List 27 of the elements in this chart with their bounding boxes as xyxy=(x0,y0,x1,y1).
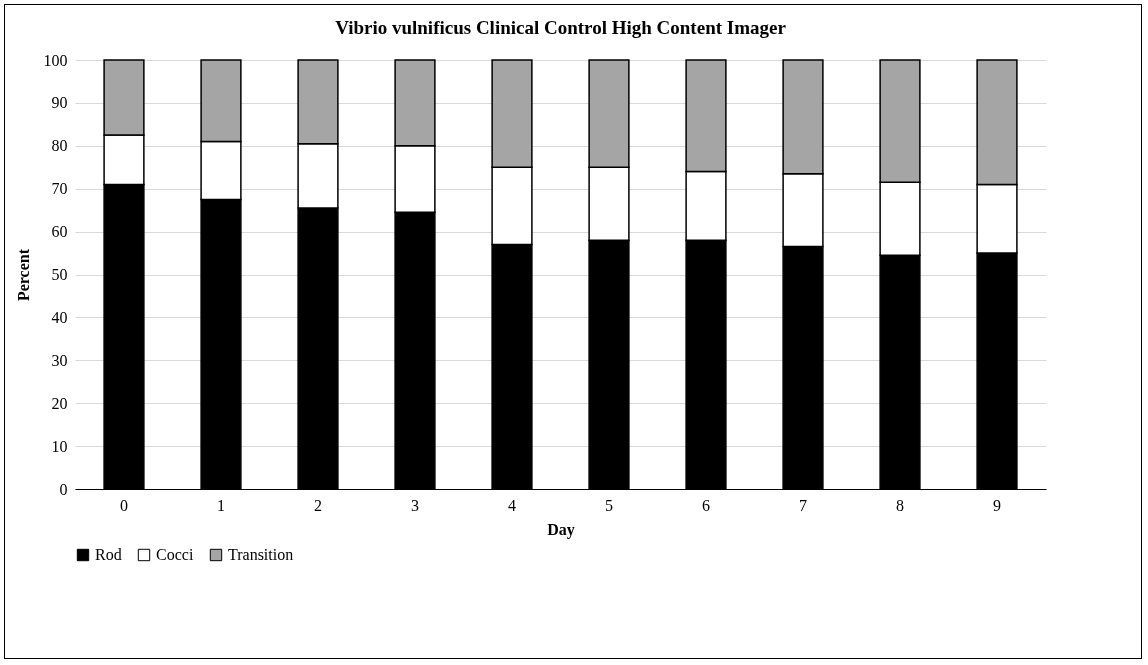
y-tick-label: 0 xyxy=(59,480,68,498)
x-tick-label: 5 xyxy=(605,496,613,514)
y-tick-label: 70 xyxy=(51,180,68,198)
legend-label: Rod xyxy=(95,546,122,563)
y-tick-label: 100 xyxy=(43,51,68,69)
y-tick-label: 50 xyxy=(51,266,68,283)
x-tick-label: 9 xyxy=(993,496,1002,514)
y-tick-label: 20 xyxy=(51,394,68,412)
x-tick-label: 2 xyxy=(313,496,322,514)
x-tick-label: 1 xyxy=(216,496,225,514)
x-tick-label: 8 xyxy=(896,496,905,514)
x-tick-label: 7 xyxy=(799,496,808,514)
x-tick-label: 0 xyxy=(119,496,128,514)
legend-label: Transition xyxy=(228,546,294,563)
y-axis-title: Percent xyxy=(14,248,32,302)
chart-title: Vibrio vulnificus Clinical Control High Content Imager xyxy=(335,17,787,38)
y-tick-label: 30 xyxy=(51,351,68,369)
y-tick-label: 80 xyxy=(51,137,68,155)
y-tick-label: 90 xyxy=(51,94,68,112)
y-tick-label: 10 xyxy=(51,437,68,455)
x-tick-label: 3 xyxy=(411,496,419,514)
y-tick-label: 60 xyxy=(51,223,68,241)
x-tick-label: 4 xyxy=(508,496,516,514)
y-tick-label: 40 xyxy=(51,308,68,326)
x-axis-title: Day xyxy=(547,520,575,539)
x-tick-label: 6 xyxy=(702,496,710,514)
legend-label: Cocci xyxy=(156,546,194,563)
